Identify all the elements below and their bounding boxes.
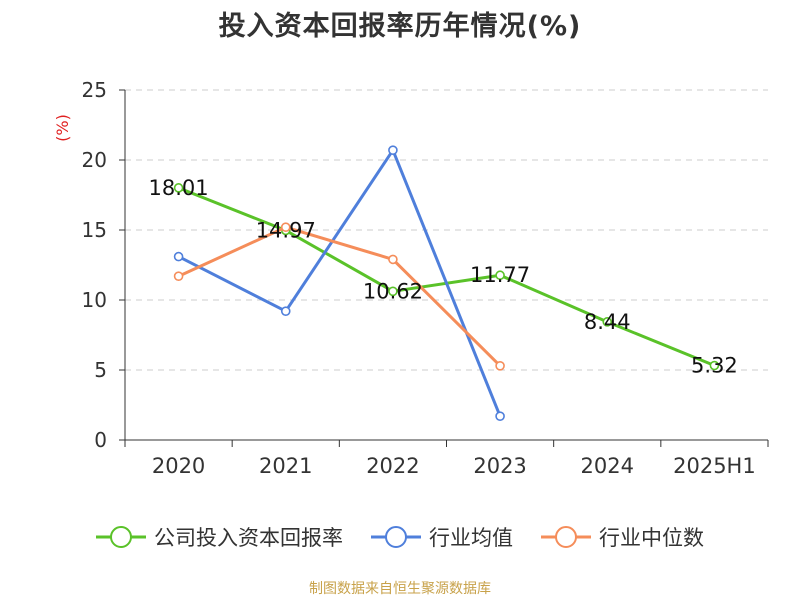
y-tick-label: 15 <box>82 218 107 242</box>
legend-marker <box>555 526 577 548</box>
x-tick-label: 2020 <box>152 454 205 478</box>
x-tick-label: 2022 <box>366 454 419 478</box>
x-tick-label: 2025H1 <box>673 454 756 478</box>
legend-marker <box>385 526 407 548</box>
source-note: 制图数据来自恒生聚源数据库 <box>309 581 491 597</box>
gridlines <box>125 89 768 371</box>
data-label: 14.97 <box>256 218 316 242</box>
legend-label: 行业均值 <box>429 526 513 550</box>
y-tick-label: 0 <box>94 428 107 452</box>
data-point[interactable] <box>495 360 505 371</box>
y-tick-label: 25 <box>82 78 107 102</box>
data-point[interactable] <box>709 360 720 371</box>
x-tick-label: 2021 <box>259 454 312 478</box>
chart-title: 投入资本回报率历年情况(%) <box>218 11 582 42</box>
y-tick-label: 20 <box>82 148 107 172</box>
data-point[interactable] <box>495 270 505 281</box>
series-line-1 <box>177 148 502 417</box>
legend-label: 公司投入资本回报率 <box>154 526 343 550</box>
x-tick-label: 2023 <box>473 454 526 478</box>
data-point[interactable] <box>602 317 613 327</box>
data-label: 8.44 <box>584 310 631 334</box>
data-point[interactable] <box>495 411 505 422</box>
data-label: 10.62 <box>363 279 423 303</box>
legend-item-0[interactable]: 公司投入资本回报率 <box>96 526 343 550</box>
y-tick-label: 5 <box>94 358 107 382</box>
data-point[interactable] <box>388 254 398 265</box>
legend-marker <box>110 526 132 548</box>
x-tick-label: 2024 <box>581 454 634 478</box>
axes: 0 5 10 15 20 25 (%) 2020 2021 2022 2023 2024 2025H1 <box>53 78 769 478</box>
data-point[interactable] <box>280 306 291 317</box>
data-point[interactable] <box>388 286 398 297</box>
y-axis-label: (%) <box>53 114 72 142</box>
legend-item-1[interactable]: 行业均值 <box>371 526 513 550</box>
data-point[interactable] <box>280 222 291 232</box>
data-label: 18.01 <box>149 176 209 200</box>
data-label: 5.32 <box>691 354 738 378</box>
data-point[interactable] <box>173 183 184 193</box>
series-line-0 <box>178 186 715 367</box>
legend-label: 行业中位数 <box>599 526 704 550</box>
y-tick-label: 10 <box>82 288 107 312</box>
legend-item-2[interactable]: 行业中位数 <box>541 526 704 550</box>
data-labels: 18.01 14.97 10.62 11.77 8.44 5.32 <box>149 176 738 378</box>
series-lines <box>173 145 720 422</box>
data-point[interactable] <box>173 271 184 282</box>
series-line-2 <box>177 225 502 367</box>
data-label: 11.77 <box>470 263 530 287</box>
data-point[interactable] <box>388 145 398 155</box>
legend[interactable]: 公司投入资本回报率 行业均值 行业中位数 <box>96 526 704 550</box>
data-point[interactable] <box>173 251 184 262</box>
